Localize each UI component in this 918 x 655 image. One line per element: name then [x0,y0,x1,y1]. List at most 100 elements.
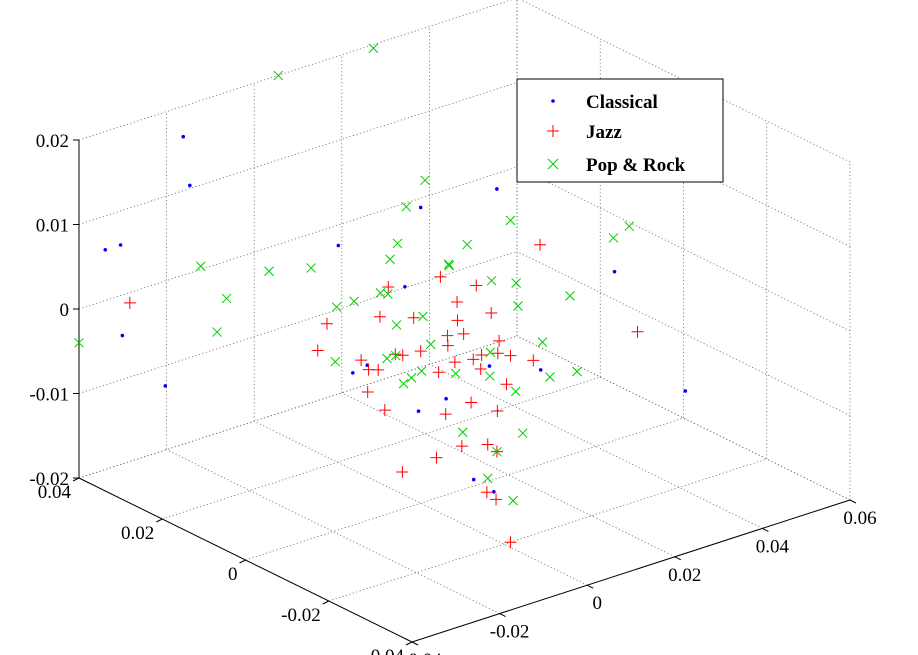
point-jazz [504,349,517,362]
point-pop-rock [331,302,342,312]
point-jazz [493,334,506,347]
gridline [254,420,588,586]
point-pop-rock [425,339,436,350]
gridline [341,392,675,558]
point-pop-rock [608,233,619,243]
point-jazz [373,310,386,323]
point-jazz [361,385,374,398]
gridline [78,82,518,225]
z-tick-label: 0 [60,300,70,321]
z-tick-label: 0.02 [36,131,69,152]
point-pop-rock [368,43,379,54]
point-pop-rock [375,288,386,298]
legend-label-jazz: Jazz [586,122,622,143]
point-jazz [451,314,464,327]
point-pop-rock [482,473,493,484]
point-classical [350,371,355,375]
point-pop-rock [624,221,635,232]
point-jazz [311,344,324,357]
point-jazz [448,356,461,369]
point-jazz [396,349,409,362]
point-jazz [451,296,464,309]
point-jazz [430,451,443,464]
x-tick-mark [849,499,857,504]
y-tick-label: -0.02 [281,605,321,626]
x-tick-label: 0 [592,593,602,614]
gridline [429,364,763,529]
tick-labels: -0.04 -0.02 0 0.02 0.04 0.06 -0.04 -0.02 0 0.02 0.… [29,131,876,655]
gridline [166,449,500,614]
gridline [516,166,851,332]
gridline [516,251,851,416]
point-pop-rock [418,311,428,322]
legend-marker-classical [551,99,555,103]
point-pop-rock [385,254,395,265]
point-pop-rock [401,201,412,212]
point-pop-rock [511,278,522,288]
point-classical [487,364,492,368]
point-pop-rock [510,386,521,397]
point-classical [492,490,496,494]
point-jazz [123,296,136,309]
point-pop-rock [221,293,232,304]
x-axis-line [411,499,851,643]
point-classical [538,368,543,372]
point-jazz [320,317,333,330]
point-jazz [432,366,445,379]
point-jazz [434,270,447,283]
point-pop-rock [492,446,502,457]
point-pop-rock [443,259,454,269]
x-tick-label: 0.06 [843,508,876,529]
x-tick-label: -0.02 [490,622,530,643]
y-tick-mark [322,600,329,605]
point-jazz [481,438,494,451]
point-classical [336,243,341,248]
point-pop-rock [264,266,274,277]
point-classical [120,333,125,338]
point-pop-rock [273,70,284,81]
x-tick-label: -0.04 [402,650,442,655]
point-classical [163,384,168,388]
point-jazz [500,378,513,391]
point-jazz [534,238,547,251]
point-pop-rock [572,366,582,377]
legend-item-classical: Classical [551,92,658,113]
x-tick-label: 0.02 [668,565,701,586]
point-pop-rock [349,296,359,307]
point-jazz [467,353,480,366]
point-jazz [362,363,375,376]
x-tick-mark [674,556,682,561]
point-pop-rock [508,495,518,506]
point-jazz [474,362,487,375]
point-classical [103,247,108,252]
point-classical [471,477,476,482]
point-pop-rock [545,372,555,382]
legend-marker-pop-rock [547,158,559,170]
x-tick-mark [586,584,594,589]
legend-label-pop-rock: Pop & Rock [586,155,686,176]
gridline [78,251,518,394]
gridline [516,335,851,501]
point-jazz [355,354,368,367]
x-tick-mark [499,613,506,618]
legend-item-jazz: Jazz [547,122,622,143]
z-tick-label: 0.01 [36,216,69,237]
point-jazz [378,404,391,417]
y-tick-mark [156,518,163,523]
point-pop-rock [391,320,402,330]
point-pop-rock [306,263,317,273]
point-pop-rock [457,427,468,438]
axes-frame [72,139,857,646]
point-pop-rock [382,353,392,364]
point-pop-rock [398,378,409,389]
gridline [162,376,601,520]
point-classical [181,134,186,139]
data-points [74,43,688,549]
legend-item-pop-rock: Pop & Rock [547,155,686,176]
point-jazz [382,281,395,294]
point-pop-rock [513,301,523,311]
y-tick-label: -0.04 [364,646,404,655]
point-pop-rock [485,347,496,358]
gridline [516,82,851,247]
point-jazz [414,345,427,358]
